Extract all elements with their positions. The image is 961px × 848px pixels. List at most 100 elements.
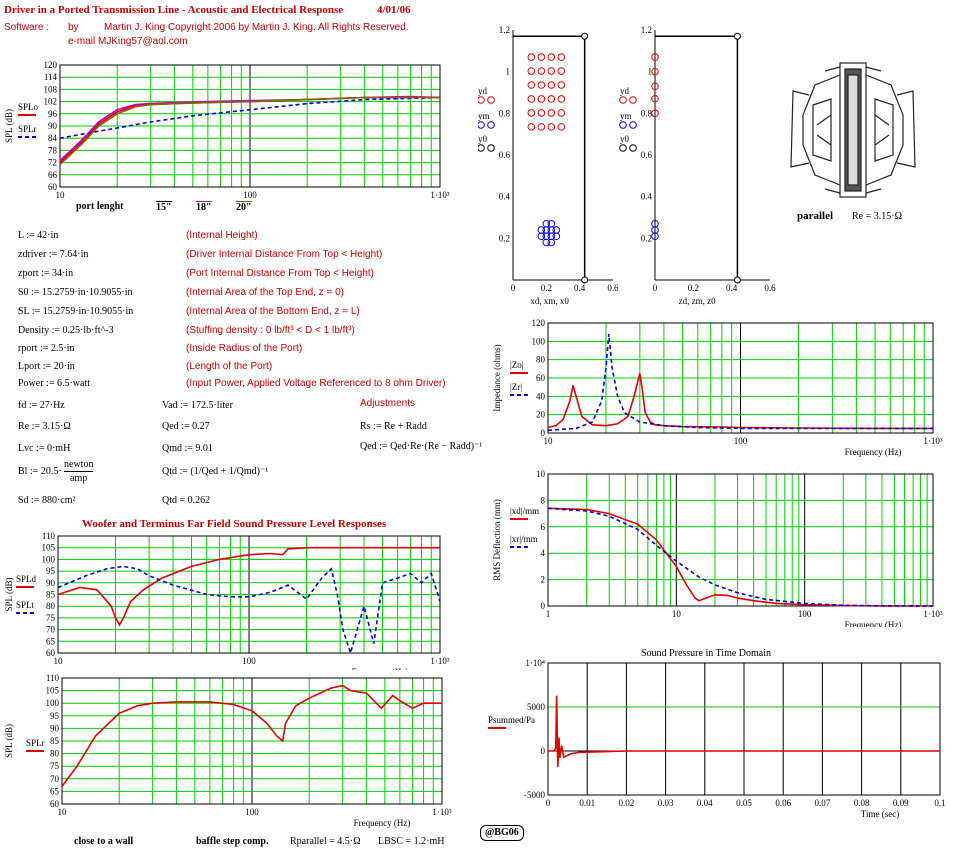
x-tick-label: 10 [54, 656, 64, 666]
param-Lvc: Lvc := 0·mH [18, 443, 71, 454]
x-tick-label: 0.04 [697, 798, 713, 808]
series-line-4 [59, 96, 440, 166]
y-tick-label: 1·10⁴ [525, 658, 545, 668]
param-Re: Re := 3.15·Ω [18, 421, 71, 432]
y-axis-label: SPL (dB) [4, 109, 14, 143]
legend-label: |xr|/mm [510, 534, 538, 544]
legend-marker [487, 121, 495, 129]
x-tick-label: 0.08 [854, 798, 870, 808]
param-Bl: Bl := 20.5· [18, 466, 62, 477]
driver-point [557, 67, 566, 75]
chart-geometry-1: 0.2 0.4 0.6 0.8 1 1.2 0 0.2 0.4 0.6 xd, xm, x0 yd ym… [478, 25, 618, 306]
y-tick-label: 75 [50, 761, 60, 771]
driver-point [557, 123, 566, 131]
x-tick-label: 0.03 [658, 798, 674, 808]
series-line-1 [548, 695, 940, 767]
y-axis-label: Impedance (ohms) [492, 344, 502, 411]
x-tick-label: 1·10³ [923, 609, 942, 619]
param-Qmd: Qmd := 9.01 [162, 443, 213, 454]
x-tick-label: 100 [242, 656, 256, 666]
driver-point [547, 81, 556, 89]
y-tick-label: 100 [532, 336, 546, 346]
driver-point [557, 81, 566, 89]
x-axis-label: zd, zm, z0 [679, 296, 716, 306]
x-tick-label: 10 [58, 807, 68, 817]
y-tick-label: 102 [44, 97, 58, 107]
legend-label: y0 [620, 134, 630, 144]
x-tick-label: 0.06 [775, 798, 791, 808]
param-zport-desc: (Port Internal Distance From Top < Heigh… [186, 268, 374, 279]
driver-point [527, 109, 536, 117]
adjustment-Qed: Qed := Qed·Re·(Re − Radd)⁻¹ [360, 441, 483, 452]
x-tick-label: 0 [511, 283, 516, 293]
y-tick-label: 96 [48, 109, 58, 119]
x-tick-label: 10 [56, 190, 66, 200]
x-tick-label: 0.2 [688, 283, 699, 293]
y-tick-label: 1.2 [499, 25, 510, 35]
y-tick-label: 90 [48, 121, 58, 131]
y-tick-label: 75 [46, 613, 56, 623]
param-density-desc: (Stuffing density : 0 lb/ft³ < D < 1 lb/… [186, 325, 355, 336]
y-tick-label: 60 [50, 799, 60, 809]
driver-point [651, 82, 659, 91]
close-wall-label: close to a wall [74, 836, 134, 847]
y-tick-label: 0.2 [499, 233, 510, 243]
y-tick-label: 105 [46, 686, 60, 696]
y-tick-label: 65 [50, 786, 60, 796]
y-tick-label: -5000 [524, 790, 545, 800]
legend-marker [629, 144, 637, 152]
y-tick-label: 80 [46, 601, 56, 611]
chart-spl-top: 60 66 72 78 84 90 96 102 108 114 120 10 100 1·10³ SPL … [4, 60, 450, 200]
plot-frame [61, 677, 443, 805]
driver-illustration [790, 62, 916, 198]
y-tick-label: 85 [50, 736, 60, 746]
legend-label: SPLd [16, 574, 37, 584]
y-tick-label: 2 [541, 575, 546, 585]
driver-point [537, 67, 546, 75]
y-tick-label: 1.2 [641, 25, 652, 35]
y-axis-label: SPL (dB) [4, 578, 14, 612]
x-tick-label: 100 [243, 190, 257, 200]
driver-point [651, 94, 659, 103]
param-SL: SL := 15.2759·in·10.9055·in [18, 306, 134, 317]
baffle-step-label: baffle step comp. [196, 836, 269, 847]
series-line-1 [57, 546, 440, 627]
y-tick-label: 110 [46, 673, 60, 683]
param-S0-desc: (Internal Area of the Top End, z = 0) [186, 287, 344, 298]
y-tick-label: 0.4 [641, 192, 653, 202]
y-tick-label: 10 [536, 469, 546, 479]
x-axis-label: Time (sec) [861, 809, 899, 819]
driver-point [557, 95, 566, 103]
port-point [552, 226, 561, 234]
y-axis-label: RMS Deflection (mm) [492, 499, 502, 581]
param-Lport-desc: (Length of the Port) [186, 361, 273, 372]
legend-marker [478, 96, 485, 104]
y-tick-label: 100 [46, 698, 60, 708]
y-tick-label: 5000 [527, 702, 546, 712]
param-Qtd-formula: Qtd := (1/Qed + 1/Qmd)⁻¹ [162, 466, 269, 477]
enclosure-outline [655, 35, 739, 280]
rparallel-value: Rparallel = 4.5·Ω [290, 836, 361, 847]
y-tick-label: 20 [536, 410, 546, 420]
y-tick-label: 80 [50, 749, 60, 759]
param-zdriver-desc: (Driver Internal Distance From Top < Hei… [186, 249, 383, 260]
x-tick-label: 0.4 [574, 283, 586, 293]
series-line-1 [547, 507, 934, 607]
port-legend-15: 15" [156, 201, 172, 213]
x-tick-label: 0.01 [579, 798, 595, 808]
y-tick-label: 95 [50, 711, 60, 721]
driver-point [537, 95, 546, 103]
param-Qed: Qed := 0.27 [162, 421, 210, 432]
driver-point [547, 53, 556, 61]
y-tick-label: 70 [46, 625, 56, 635]
page-date: 4/01/06 [377, 4, 411, 16]
y-tick-label: 0.8 [641, 108, 653, 118]
email-line: e-mail MJKing57@aol.com [68, 36, 188, 47]
port-point [651, 232, 659, 241]
badge: @BG06 [480, 825, 524, 841]
x-tick-label: 100 [734, 436, 748, 446]
author-line: Martin J. King Copyright 2006 by Martin … [104, 22, 409, 33]
legend-label: SPLr [26, 738, 45, 748]
param-rport: rport := 2.5·in [18, 343, 75, 354]
port-point [552, 232, 561, 241]
